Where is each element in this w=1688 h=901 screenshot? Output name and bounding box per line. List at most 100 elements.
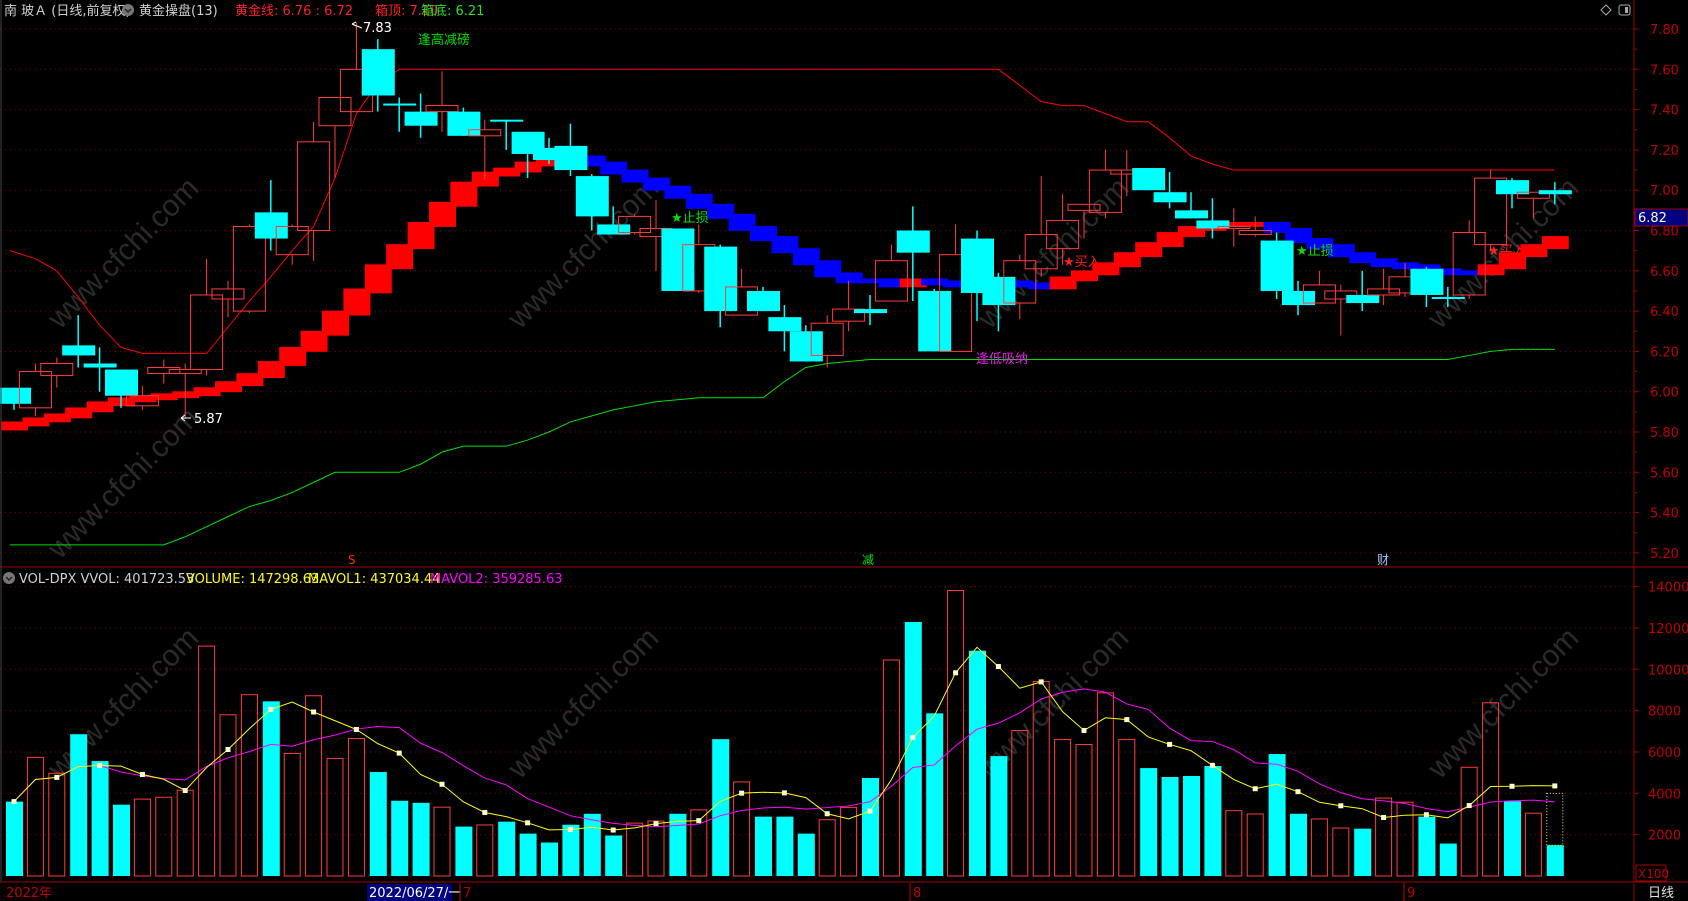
- volume-bar: [240, 694, 258, 877]
- gold-line-block: [664, 185, 692, 199]
- volume-bar: [797, 833, 815, 876]
- mavol1-marker: [268, 706, 274, 712]
- volume-moving-averages: [11, 646, 1558, 833]
- price-axis[interactable]: 7.80 7.60 7.40 7.20 7.00 6.80 6.60 6.40 6.20 6.00…: [1634, 23, 1679, 562]
- volume-header: VOL-DPX VVOL: 401723.53 VOLUME: 147298.6…: [3, 572, 563, 587]
- mavol1-marker: [867, 808, 873, 814]
- candle-down: [854, 294, 887, 326]
- candle-up: [1516, 191, 1550, 219]
- candle-down: [1260, 232, 1294, 300]
- mavol1-marker: [696, 818, 702, 824]
- candle-up: [425, 71, 459, 132]
- chevron-down-icon[interactable]: [122, 4, 134, 16]
- volume-bar: [1075, 744, 1093, 877]
- gold-line-block: [129, 395, 157, 403]
- volume-tick-label: 2000: [1648, 829, 1681, 844]
- sell-high-label: 逢高减磅: [418, 32, 470, 48]
- gold-line-block: [1071, 270, 1098, 282]
- volume-bar: [969, 650, 986, 876]
- gold-line-block: [300, 330, 328, 352]
- cursor-date-label: 2022/06/27/一: [369, 886, 461, 901]
- candle-up: [939, 224, 973, 352]
- gold-line-block: [1456, 270, 1484, 276]
- mavol1-marker: [1423, 812, 1429, 818]
- volume-bar: [283, 752, 301, 877]
- volume-bar: [840, 806, 858, 877]
- volume-bar: [1375, 797, 1393, 877]
- gold-line-block: [1541, 236, 1569, 250]
- volume-bar: [904, 621, 922, 876]
- volume-bar: [1246, 813, 1264, 877]
- candle-up: [1474, 170, 1508, 251]
- mavol1-marker: [995, 664, 1001, 670]
- mavol1-marker: [910, 734, 916, 740]
- mavol2-line: [13, 688, 1555, 828]
- candle-body: [1302, 284, 1336, 304]
- volume-bar: [605, 835, 623, 876]
- gold-line-block: [792, 248, 820, 266]
- candle-up: [232, 224, 266, 314]
- volume-bar: [690, 809, 708, 877]
- candle-body: [0, 387, 31, 404]
- mavol1-value: MAVOL1: 437034.44: [308, 572, 441, 587]
- gold-line-block: [1349, 252, 1377, 264]
- candle-down: [254, 180, 288, 251]
- chevron-down-icon[interactable]: [3, 572, 15, 584]
- candle-body: [810, 322, 844, 356]
- candle-body: [125, 395, 159, 407]
- volume-bar: [926, 713, 944, 876]
- volume-bar: [48, 772, 66, 877]
- gold-line-band: [1, 155, 1569, 431]
- volume-bar: [219, 714, 237, 877]
- mavol1-marker: [781, 790, 787, 796]
- diamond-icon[interactable]: [1600, 4, 1612, 16]
- box-bottom-value: 箱底: 6.21: [421, 3, 484, 19]
- candle-up: [297, 121, 331, 261]
- mavol1-marker: [1124, 717, 1130, 723]
- candle-down: [1175, 192, 1208, 219]
- watermark-text: www.cfchi.com: [501, 621, 665, 785]
- volume-bar: [818, 819, 836, 877]
- volume-bar: [1524, 812, 1542, 877]
- candle-down: [661, 228, 695, 291]
- price-tick-label: 7.60: [1650, 63, 1679, 78]
- mavol1-marker: [225, 746, 231, 752]
- candle-body: [1282, 290, 1315, 306]
- mavol1-marker: [311, 709, 317, 715]
- volume-bar: [155, 796, 173, 877]
- panel-toggle-icon[interactable]: [1618, 4, 1631, 16]
- mavol1-marker: [610, 827, 616, 833]
- volume-bar: [133, 798, 151, 877]
- gold-line-value: 黄金线: 6.76 : 6.72: [235, 3, 353, 19]
- candle-body: [918, 290, 952, 352]
- signal-marker-jian: 减: [862, 553, 874, 567]
- volume-tick-label: 12000: [1648, 622, 1688, 637]
- volume-bar: [647, 820, 665, 877]
- mavol1-marker: [653, 821, 659, 827]
- volume-bar: [947, 590, 965, 877]
- gold-line-block: [1499, 252, 1526, 270]
- candle-body: [704, 246, 738, 312]
- gold-line-block: [1092, 262, 1120, 276]
- candle-down: [1538, 182, 1572, 205]
- candle-down: [62, 315, 96, 368]
- candle-body: [1238, 230, 1272, 236]
- gold-line-block: [921, 278, 949, 286]
- mavol1-marker: [1552, 783, 1558, 789]
- candle-body: [468, 129, 502, 137]
- mavol1-marker: [953, 670, 959, 676]
- gold-line-block: [750, 226, 777, 241]
- price-tick-label: 6.00: [1650, 386, 1679, 401]
- mavol1-marker: [1209, 762, 1215, 768]
- gold-line-block: [685, 193, 713, 209]
- candle-up: [1217, 208, 1251, 247]
- volume-bar: [498, 821, 516, 876]
- volume-tick-label: 14000: [1648, 581, 1688, 596]
- period-button[interactable]: 日线: [1648, 886, 1674, 901]
- indicator-menu-button[interactable]: [122, 4, 134, 16]
- candle-body: [1516, 191, 1550, 199]
- candle-body: [105, 369, 138, 396]
- candle-body: [1024, 234, 1058, 270]
- candle-up: [147, 359, 181, 384]
